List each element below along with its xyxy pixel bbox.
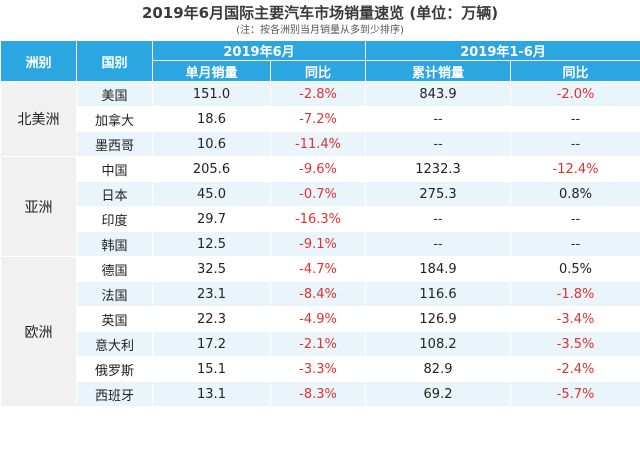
monthly-yoy-cell: -7.2% <box>269 106 367 132</box>
country-cell: 德国 <box>76 256 153 282</box>
table-body: 北美洲 美国 151.0 -2.8% 843.9 -2.0% 加拿大 18.6 -7.2% -- -… <box>0 81 640 407</box>
cumulative-yoy-cell: -- <box>510 231 640 257</box>
cumulative-sales-cell: 275.3 <box>365 181 512 207</box>
header-period-ytd: 2019年1-6月 <box>365 40 640 61</box>
cumulative-yoy-cell: -2.0% <box>510 81 640 107</box>
cumulative-yoy-cell: -- <box>510 131 640 157</box>
cumulative-sales-cell: -- <box>365 231 512 257</box>
table-row: 西班牙 13.1 -8.3% 69.2 -5.7% <box>1 381 640 407</box>
table-subtitle: (注：按各洲别当月销量从多到少排序) <box>236 25 404 36</box>
country-cell: 意大利 <box>76 331 153 357</box>
cumulative-sales-cell: 82.9 <box>365 356 512 382</box>
table-row: 欧洲 德国 32.5 -4.7% 184.9 0.5% <box>0 256 640 407</box>
country-cell: 美国 <box>76 81 153 107</box>
table-row: 印度 29.7 -16.3% -- -- <box>1 206 640 232</box>
country-cell: 英国 <box>76 306 153 332</box>
cumulative-yoy-cell: -1.8% <box>510 281 640 307</box>
country-cell: 法国 <box>76 281 153 307</box>
cumulative-yoy-cell: -2.4% <box>510 356 640 382</box>
table-row: 法国 23.1 -8.4% 116.6 -1.8% <box>1 281 640 307</box>
cumulative-yoy-cell: -- <box>510 206 640 232</box>
monthly-yoy-cell: -11.4% <box>269 131 367 157</box>
monthly-sales-cell: 32.5 <box>152 256 271 282</box>
region-cell: 亚洲 <box>0 156 77 257</box>
monthly-sales-cell: 45.0 <box>152 181 271 207</box>
monthly-yoy-cell: -4.9% <box>269 306 367 332</box>
header-yoy-ytd: 同比 <box>510 60 640 82</box>
cumulative-sales-cell: 116.6 <box>365 281 512 307</box>
monthly-yoy-cell: -2.1% <box>269 331 367 357</box>
monthly-yoy-cell: -9.6% <box>269 156 367 182</box>
monthly-sales-cell: 205.6 <box>152 156 271 182</box>
header-cumulative-sales: 累计销量 <box>365 60 512 82</box>
table-row: 意大利 17.2 -2.1% 108.2 -3.5% <box>1 331 640 357</box>
table-row: 日本 45.0 -0.7% 275.3 0.8% <box>1 181 640 207</box>
table-title: 2019年6月国际主要汽车市场销量速览 (单位：万辆) <box>141 4 499 22</box>
table-row: 北美洲 美国 151.0 -2.8% 843.9 -2.0% <box>0 81 640 157</box>
monthly-sales-cell: 22.3 <box>152 306 271 332</box>
table-row: 墨西哥 10.6 -11.4% -- -- <box>1 131 640 157</box>
monthly-sales-cell: 17.2 <box>152 331 271 357</box>
monthly-yoy-cell: -4.7% <box>269 256 367 282</box>
cumulative-sales-cell: 1232.3 <box>365 156 512 182</box>
monthly-sales-cell: 23.1 <box>152 281 271 307</box>
country-cell: 日本 <box>76 181 153 207</box>
cumulative-sales-cell: 108.2 <box>365 331 512 357</box>
cumulative-yoy-cell: -3.5% <box>510 331 640 357</box>
cumulative-sales-cell: 184.9 <box>365 256 512 282</box>
monthly-yoy-cell: -0.7% <box>269 181 367 207</box>
region-cell: 欧洲 <box>0 256 77 407</box>
table-row: 韩国 12.5 -9.1% -- -- <box>1 231 640 257</box>
cumulative-yoy-cell: -12.4% <box>510 156 640 182</box>
cumulative-sales-cell: -- <box>365 206 512 232</box>
cumulative-yoy-cell: 0.8% <box>510 181 640 207</box>
monthly-yoy-cell: -9.1% <box>269 231 367 257</box>
header-period-month: 2019年6月 <box>151 40 367 61</box>
header-country: 国别 <box>76 40 153 82</box>
cumulative-yoy-cell: -3.4% <box>510 306 640 332</box>
monthly-yoy-cell: -8.3% <box>269 381 367 407</box>
monthly-yoy-cell: -2.8% <box>269 81 367 107</box>
monthly-sales-cell: 10.6 <box>152 131 271 157</box>
table-row: 加拿大 18.6 -7.2% -- -- <box>1 106 640 132</box>
cumulative-sales-cell: -- <box>365 131 512 157</box>
header-row-2: 单月销量 同比 累计销量 同比 <box>1 60 640 82</box>
cumulative-yoy-cell: 0.5% <box>510 256 640 282</box>
country-cell: 俄罗斯 <box>76 356 153 382</box>
country-cell: 墨西哥 <box>76 131 153 157</box>
cumulative-sales-cell: 126.9 <box>365 306 512 332</box>
table-row: 亚洲 中国 205.6 -9.6% 1232.3 -12.4% <box>0 156 640 257</box>
country-cell: 加拿大 <box>76 106 153 132</box>
cumulative-sales-cell: -- <box>365 106 512 132</box>
monthly-yoy-cell: -3.3% <box>269 356 367 382</box>
header-yoy: 同比 <box>269 60 367 82</box>
header-row-1: 洲别 国别 2019年6月 2019年1-6月 <box>0 40 640 82</box>
monthly-sales-cell: 15.1 <box>152 356 271 382</box>
country-cell: 韩国 <box>76 231 153 257</box>
table-row: 英国 22.3 -4.9% 126.9 -3.4% <box>1 306 640 332</box>
cumulative-yoy-cell: -5.7% <box>510 381 640 407</box>
table-row: 俄罗斯 15.1 -3.3% 82.9 -2.4% <box>1 356 640 382</box>
cumulative-yoy-cell: -- <box>510 106 640 132</box>
monthly-yoy-cell: -8.4% <box>269 281 367 307</box>
cumulative-sales-cell: 69.2 <box>365 381 512 407</box>
monthly-sales-cell: 13.1 <box>152 381 271 407</box>
sales-table: 洲别 国别 2019年6月 2019年1-6月 单月销量 同比 累计销量 同比 … <box>0 40 640 407</box>
header-region: 洲别 <box>0 40 77 82</box>
cumulative-sales-cell: 843.9 <box>365 81 512 107</box>
header-monthly-sales: 单月销量 <box>152 60 271 82</box>
monthly-sales-cell: 151.0 <box>152 81 271 107</box>
country-cell: 印度 <box>76 206 153 232</box>
monthly-sales-cell: 18.6 <box>152 106 271 132</box>
region-cell: 北美洲 <box>0 81 77 157</box>
country-cell: 西班牙 <box>76 381 153 407</box>
monthly-sales-cell: 12.5 <box>152 231 271 257</box>
monthly-sales-cell: 29.7 <box>152 206 271 232</box>
title-block: 2019年6月国际主要汽车市场销量速览 (单位：万辆) (注：按各洲别当月销量从… <box>0 0 640 40</box>
monthly-yoy-cell: -16.3% <box>269 206 367 232</box>
country-cell: 中国 <box>76 156 153 182</box>
